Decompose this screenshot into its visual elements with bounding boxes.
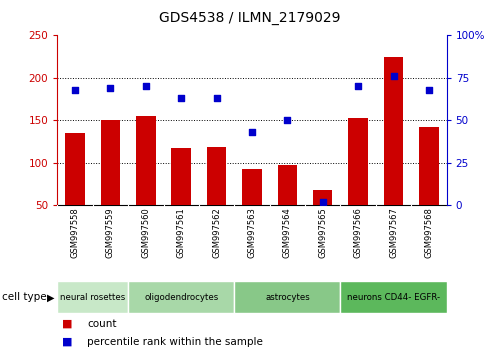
Bar [235, 281, 340, 313]
Point [425, 87, 433, 93]
Text: cell type: cell type [2, 292, 47, 302]
Text: oligodendrocytes: oligodendrocytes [144, 293, 219, 302]
Bar [419, 127, 439, 248]
Bar [340, 281, 447, 313]
Point [177, 96, 185, 101]
Bar [57, 281, 128, 313]
Text: GSM997563: GSM997563 [248, 207, 256, 258]
Text: GSM997558: GSM997558 [70, 207, 79, 258]
Point [248, 130, 256, 135]
Bar [384, 57, 403, 248]
Bar [136, 116, 156, 248]
Point [142, 84, 150, 89]
Text: ■: ■ [62, 319, 73, 329]
Bar [348, 118, 368, 248]
Text: neurons CD44- EGFR-: neurons CD44- EGFR- [347, 293, 440, 302]
Text: GSM997566: GSM997566 [354, 207, 363, 258]
Bar [243, 169, 261, 248]
Text: count: count [87, 319, 117, 329]
Point [390, 73, 398, 79]
Text: GSM997559: GSM997559 [106, 207, 115, 258]
Text: astrocytes: astrocytes [265, 293, 310, 302]
Bar [207, 147, 227, 248]
Text: GSM997568: GSM997568 [425, 207, 434, 258]
Point [319, 199, 327, 205]
Text: GSM997562: GSM997562 [212, 207, 221, 258]
Bar [313, 190, 332, 248]
Text: GSM997561: GSM997561 [177, 207, 186, 258]
Text: GDS4538 / ILMN_2179029: GDS4538 / ILMN_2179029 [159, 11, 340, 25]
Point [71, 87, 79, 93]
Text: ■: ■ [62, 337, 73, 347]
Bar [172, 148, 191, 248]
Bar [101, 120, 120, 248]
Text: GSM997560: GSM997560 [141, 207, 150, 258]
Bar [65, 133, 85, 248]
Text: percentile rank within the sample: percentile rank within the sample [87, 337, 263, 347]
Point [354, 84, 362, 89]
Point [106, 85, 114, 91]
Text: ▶: ▶ [47, 292, 55, 302]
Bar [277, 165, 297, 248]
Bar [128, 281, 235, 313]
Text: neural rosettes: neural rosettes [60, 293, 125, 302]
Text: GSM997565: GSM997565 [318, 207, 327, 258]
Text: GSM997567: GSM997567 [389, 207, 398, 258]
Point [213, 96, 221, 101]
Point [283, 118, 291, 123]
Text: GSM997564: GSM997564 [283, 207, 292, 258]
